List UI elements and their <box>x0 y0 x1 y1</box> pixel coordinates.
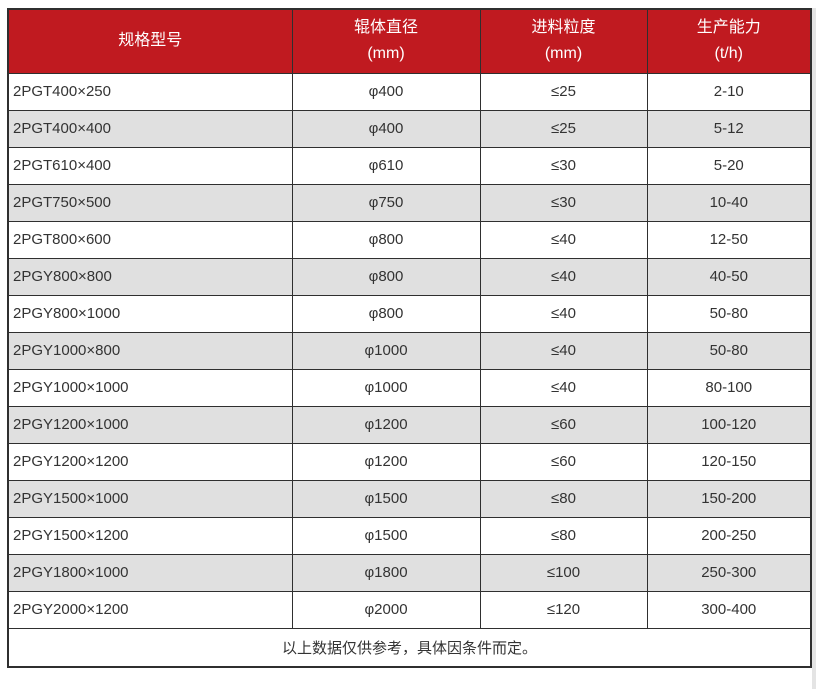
table-row: 2PGY2000×1200 φ2000 ≤120 300-400 <box>7 590 812 629</box>
feed-size-cell: ≤120 <box>479 590 648 629</box>
column-header-capacity: 生产能力 (t/h) <box>646 8 812 74</box>
roller-diameter-cell: φ610 <box>291 146 481 185</box>
spec-table-header: 规格型号 辊体直径 (mm) 进料粒度 (mm) 生产能力 (t/h) <box>7 8 812 74</box>
roller-diameter-cell: φ750 <box>291 183 481 222</box>
roller-diameter-cell: φ1200 <box>291 442 481 481</box>
model-cell: 2PGY1800×1000 <box>7 553 293 592</box>
roller-diameter-cell: φ800 <box>291 294 481 333</box>
capacity-cell: 120-150 <box>646 442 812 481</box>
table-row: 2PGY800×1000 φ800 ≤40 50-80 <box>7 294 812 333</box>
table-row: 2PGT400×400 φ400 ≤25 5-12 <box>7 109 812 148</box>
table-row: 2PGT750×500 φ750 ≤30 10-40 <box>7 183 812 222</box>
model-cell: 2PGY1200×1000 <box>7 405 293 444</box>
roller-diameter-cell: φ800 <box>291 220 481 259</box>
model-cell: 2PGY2000×1200 <box>7 590 293 629</box>
capacity-cell: 100-120 <box>646 405 812 444</box>
column-header-model: 规格型号 <box>7 8 293 74</box>
model-cell: 2PGY1200×1200 <box>7 442 293 481</box>
table-row: 2PGT610×400 φ610 ≤30 5-20 <box>7 146 812 185</box>
feed-size-cell: ≤60 <box>479 405 648 444</box>
model-cell: 2PGT750×500 <box>7 183 293 222</box>
feed-size-cell: ≤40 <box>479 294 648 333</box>
column-header-feed-size: 进料粒度 (mm) <box>479 8 648 74</box>
column-header-roller-diameter: 辊体直径 (mm) <box>291 8 481 74</box>
feed-size-cell: ≤25 <box>479 109 648 148</box>
spec-table: 规格型号 辊体直径 (mm) 进料粒度 (mm) 生产能力 (t/h) 2PGT… <box>7 8 812 668</box>
capacity-cell: 250-300 <box>646 553 812 592</box>
table-row: 2PGY1500×1200 φ1500 ≤80 200-250 <box>7 516 812 555</box>
feed-size-cell: ≤100 <box>479 553 648 592</box>
spec-table-footer: 以上数据仅供参考，具体因条件而定。 <box>7 627 812 668</box>
spec-table-body: 2PGT400×250 φ400 ≤25 2-10 2PGT400×400 φ400 ≤25… <box>7 72 812 629</box>
table-row: 2PGY1200×1000 φ1200 ≤60 100-120 <box>7 405 812 444</box>
roller-diameter-cell: φ1000 <box>291 368 481 407</box>
roller-diameter-cell: φ2000 <box>291 590 481 629</box>
column-title: 生产能力 <box>696 18 761 36</box>
column-title: 规格型号 <box>118 32 183 50</box>
column-title: 辊体直径 <box>353 18 418 36</box>
model-cell: 2PGT610×400 <box>7 146 293 185</box>
feed-size-cell: ≤40 <box>479 220 648 259</box>
model-cell: 2PGY800×800 <box>7 257 293 296</box>
roller-diameter-cell: φ1800 <box>291 553 481 592</box>
capacity-cell: 300-400 <box>646 590 812 629</box>
footer-note: 以上数据仅供参考，具体因条件而定。 <box>7 627 812 668</box>
model-cell: 2PGT800×600 <box>7 220 293 259</box>
capacity-cell: 5-12 <box>646 109 812 148</box>
roller-diameter-cell: φ1000 <box>291 331 481 370</box>
feed-size-cell: ≤30 <box>479 146 648 185</box>
feed-size-cell: ≤60 <box>479 442 648 481</box>
capacity-cell: 150-200 <box>646 479 812 518</box>
feed-size-cell: ≤80 <box>479 479 648 518</box>
table-row: 2PGY1000×800 φ1000 ≤40 50-80 <box>7 331 812 370</box>
table-row: 2PGT400×250 φ400 ≤25 2-10 <box>7 72 812 111</box>
feed-size-cell: ≤40 <box>479 257 648 296</box>
header-row: 规格型号 辊体直径 (mm) 进料粒度 (mm) 生产能力 (t/h) <box>7 8 812 74</box>
capacity-cell: 50-80 <box>646 294 812 333</box>
table-row: 2PGY1800×1000 φ1800 ≤100 250-300 <box>7 553 812 592</box>
feed-size-cell: ≤30 <box>479 183 648 222</box>
roller-diameter-cell: φ1500 <box>291 479 481 518</box>
roller-diameter-cell: φ400 <box>291 72 481 111</box>
capacity-cell: 50-80 <box>646 331 812 370</box>
capacity-cell: 10-40 <box>646 183 812 222</box>
feed-size-cell: ≤40 <box>479 331 648 370</box>
roller-diameter-cell: φ1500 <box>291 516 481 555</box>
table-row: 2PGY800×800 φ800 ≤40 40-50 <box>7 257 812 296</box>
model-cell: 2PGY800×1000 <box>7 294 293 333</box>
model-cell: 2PGY1500×1000 <box>7 479 293 518</box>
feed-size-cell: ≤40 <box>479 368 648 407</box>
table-row: 2PGT800×600 φ800 ≤40 12-50 <box>7 220 812 259</box>
model-cell: 2PGY1000×800 <box>7 331 293 370</box>
capacity-cell: 2-10 <box>646 72 812 111</box>
capacity-cell: 40-50 <box>646 257 812 296</box>
column-unit: (t/h) <box>714 45 743 63</box>
column-unit: (mm) <box>367 45 405 63</box>
model-cell: 2PGT400×400 <box>7 109 293 148</box>
table-row: 2PGY1500×1000 φ1500 ≤80 150-200 <box>7 479 812 518</box>
capacity-cell: 12-50 <box>646 220 812 259</box>
column-title: 进料粒度 <box>531 18 596 36</box>
capacity-cell: 5-20 <box>646 146 812 185</box>
roller-diameter-cell: φ1200 <box>291 405 481 444</box>
roller-diameter-cell: φ400 <box>291 109 481 148</box>
capacity-cell: 80-100 <box>646 368 812 407</box>
feed-size-cell: ≤25 <box>479 72 648 111</box>
footer-row: 以上数据仅供参考，具体因条件而定。 <box>7 627 812 668</box>
page-edge <box>812 8 816 689</box>
roller-diameter-cell: φ800 <box>291 257 481 296</box>
table-row: 2PGY1000×1000 φ1000 ≤40 80-100 <box>7 368 812 407</box>
model-cell: 2PGT400×250 <box>7 72 293 111</box>
column-unit: (mm) <box>544 45 583 63</box>
model-cell: 2PGY1500×1200 <box>7 516 293 555</box>
table-row: 2PGY1200×1200 φ1200 ≤60 120-150 <box>7 442 812 481</box>
capacity-cell: 200-250 <box>646 516 812 555</box>
model-cell: 2PGY1000×1000 <box>7 368 293 407</box>
feed-size-cell: ≤80 <box>479 516 648 555</box>
